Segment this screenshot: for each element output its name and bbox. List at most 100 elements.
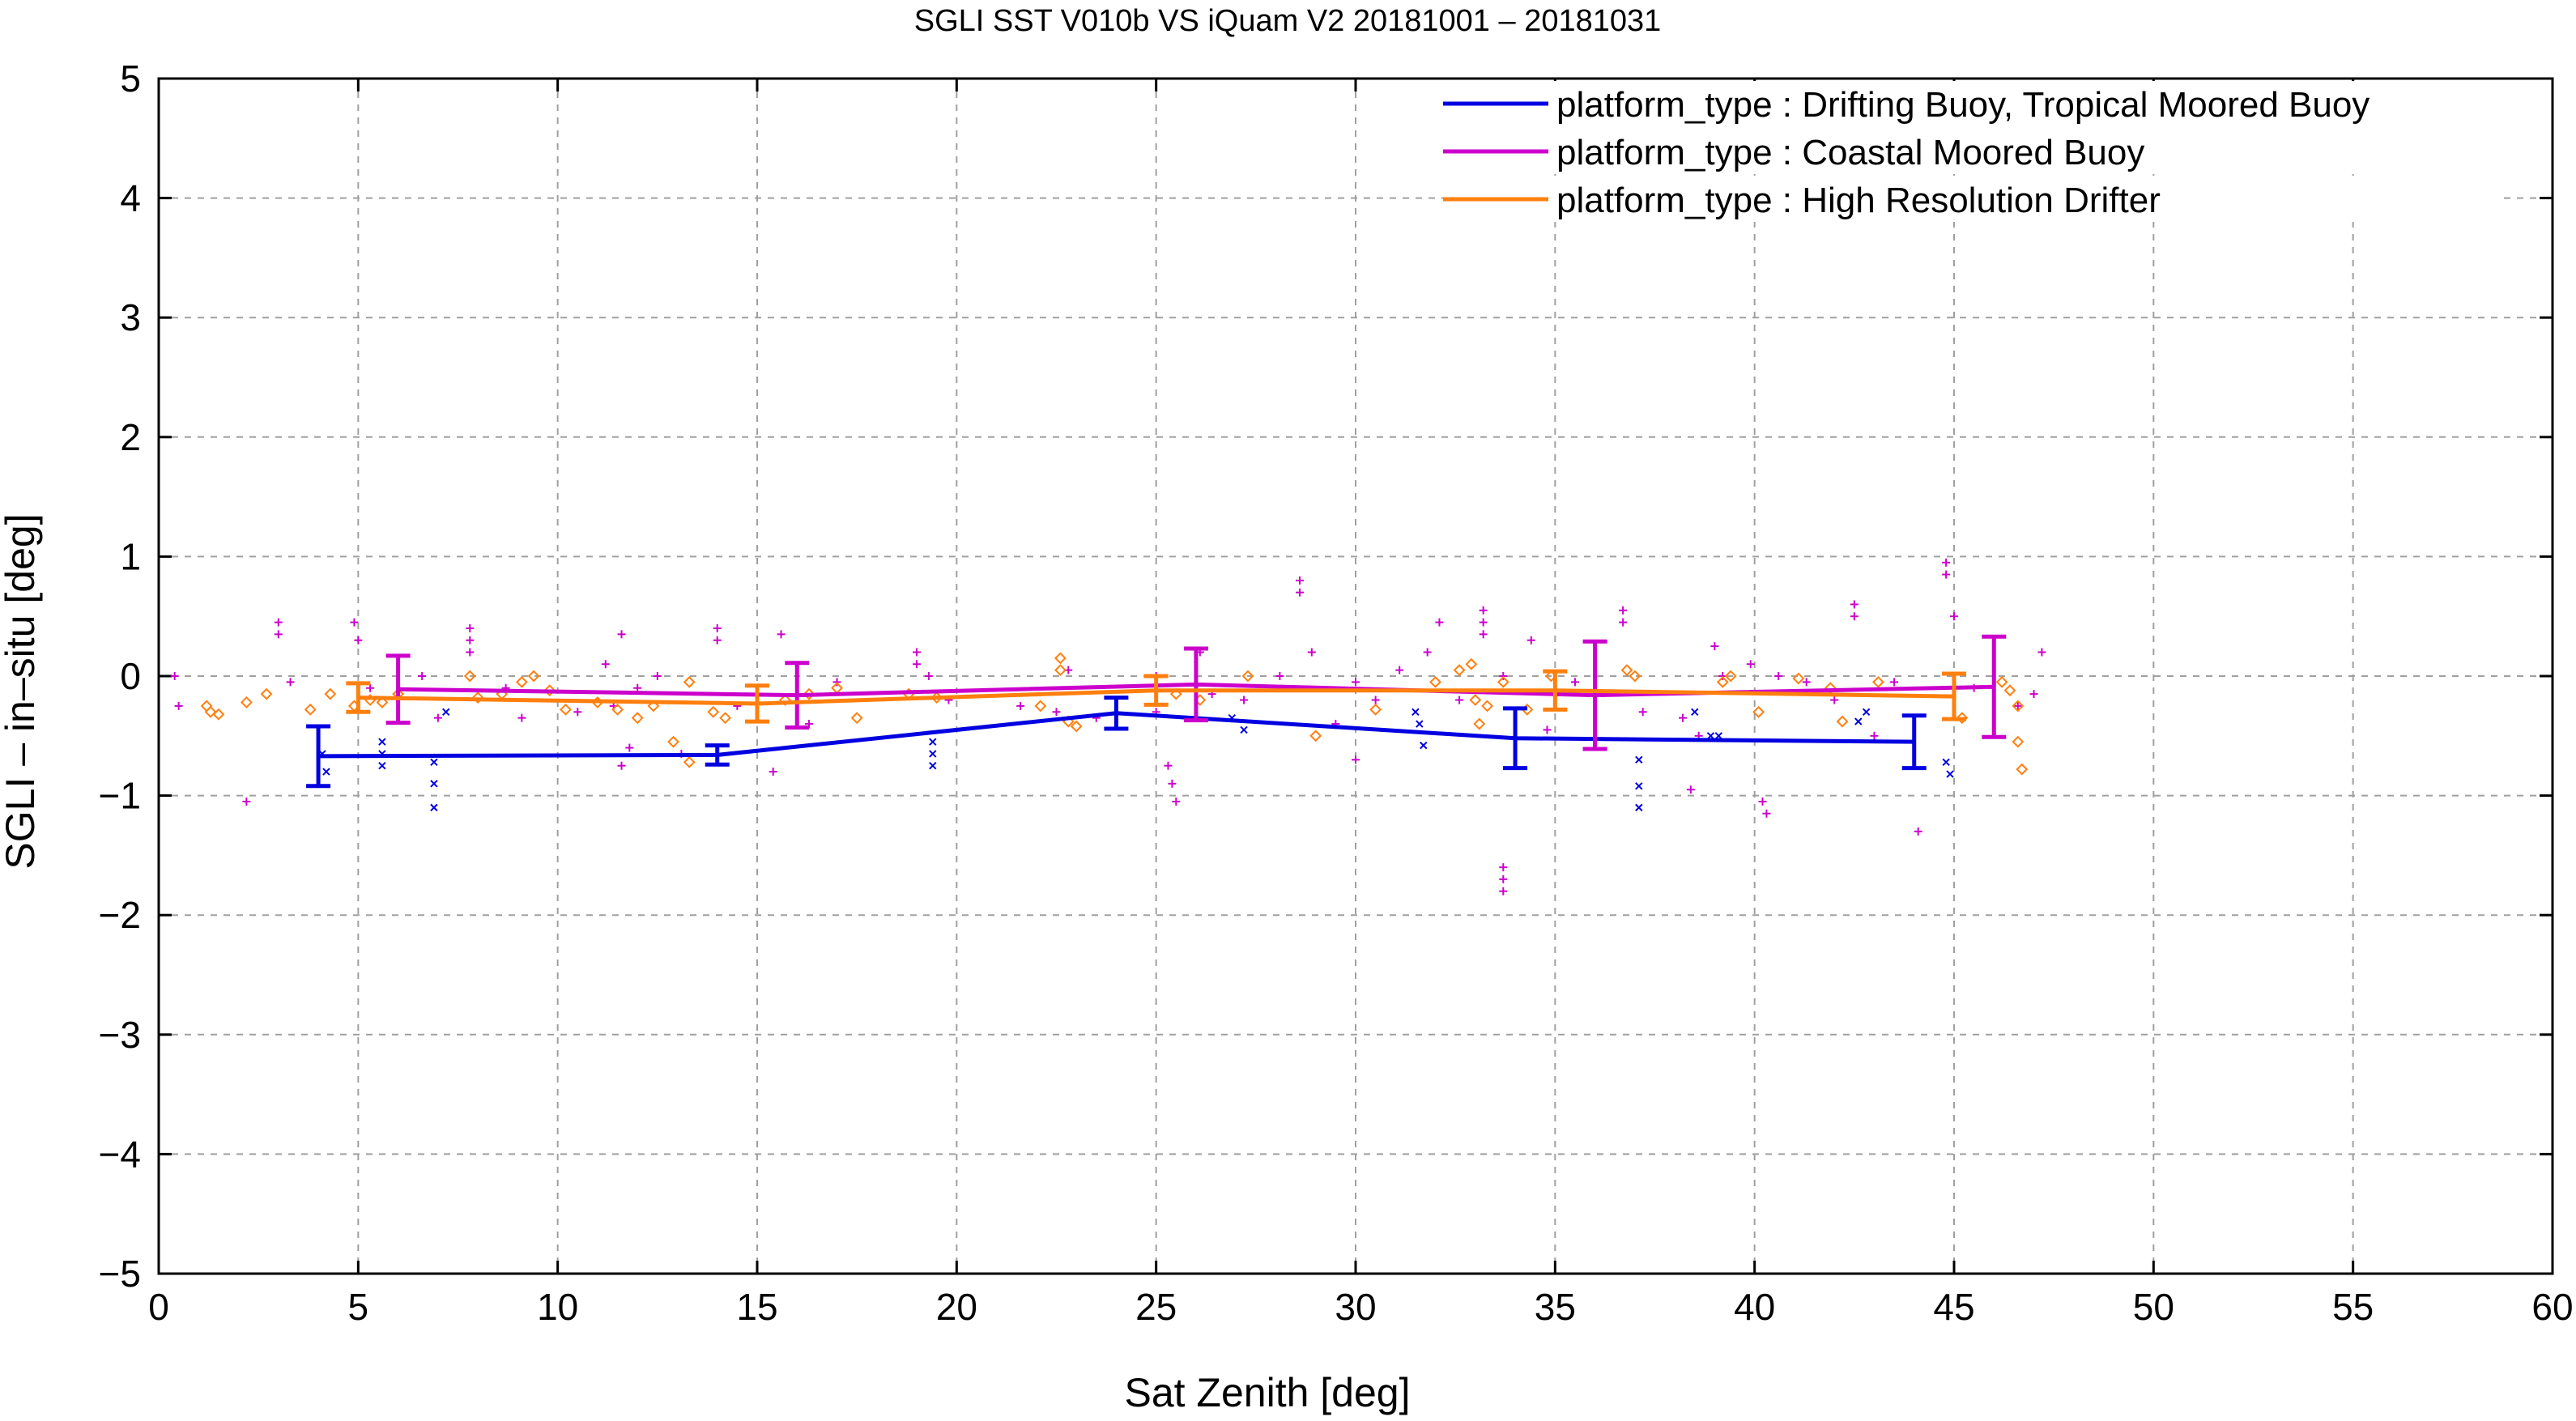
scatter-point bbox=[803, 687, 815, 700]
scatter-point bbox=[850, 712, 863, 725]
scatter-point bbox=[430, 758, 438, 766]
scatter-point bbox=[1241, 670, 1254, 683]
scatter-point bbox=[707, 705, 720, 718]
scatter-point bbox=[1016, 701, 1025, 710]
scatter-point bbox=[366, 683, 375, 692]
scatter-point bbox=[378, 738, 386, 746]
scatter-point bbox=[304, 703, 317, 716]
scatter-point bbox=[1352, 755, 1360, 764]
scatter-point bbox=[1054, 664, 1067, 677]
scatter-point bbox=[1619, 618, 1628, 627]
legend-label: platform_type : Coastal Moored Buoy bbox=[1556, 133, 2144, 172]
scatter-point bbox=[1070, 720, 1083, 733]
scatter-point bbox=[1296, 588, 1305, 597]
scatter-point bbox=[1620, 664, 1633, 677]
scatter-point bbox=[1543, 725, 1552, 734]
scatter-point bbox=[1956, 712, 1969, 725]
x-tick-label: 40 bbox=[1734, 1286, 1775, 1328]
scatter-point bbox=[1836, 715, 1849, 728]
scatter-point bbox=[517, 713, 526, 722]
scatter-point bbox=[433, 713, 442, 722]
error-bar bbox=[346, 681, 371, 714]
x-tick-label: 15 bbox=[736, 1286, 777, 1328]
scatter-point bbox=[1942, 570, 1951, 579]
scatter-point bbox=[2016, 763, 2029, 776]
scatter-point bbox=[2012, 735, 2025, 748]
error-bar bbox=[1543, 669, 1568, 712]
scatter-point bbox=[1034, 700, 1047, 713]
scatter-point bbox=[1638, 708, 1647, 717]
scatter-point bbox=[515, 675, 528, 688]
scatter-point bbox=[260, 687, 273, 700]
scatter-point bbox=[924, 672, 933, 680]
scatter-point bbox=[1172, 797, 1181, 806]
error-bar bbox=[1503, 706, 1528, 771]
error-bar bbox=[785, 661, 810, 730]
scatter-point bbox=[633, 683, 642, 692]
scatter-point bbox=[1746, 660, 1755, 669]
scatter-point bbox=[1465, 657, 1478, 670]
scatter-point bbox=[1678, 713, 1687, 722]
legend-label: platform_type : High Resolution Drifter bbox=[1556, 181, 2161, 220]
scatter-point bbox=[174, 701, 183, 710]
y-tick-label: 1 bbox=[120, 535, 141, 577]
y-tick-label: −3 bbox=[99, 1014, 141, 1056]
x-tick-label: 50 bbox=[2133, 1286, 2174, 1328]
scatter-point bbox=[1275, 672, 1284, 680]
scatter-point bbox=[1296, 576, 1305, 585]
error-bar bbox=[745, 683, 769, 724]
scatter-point bbox=[1946, 770, 1954, 778]
scatter-point bbox=[1758, 797, 1767, 806]
scatter-point bbox=[1942, 558, 1951, 567]
scatter-point bbox=[204, 705, 217, 718]
grid bbox=[159, 79, 2553, 1274]
scatter-point bbox=[1635, 782, 1643, 790]
legend-bg bbox=[1443, 177, 2504, 222]
scatter-point bbox=[463, 670, 476, 683]
scatter-point bbox=[1455, 696, 1464, 704]
scatter-point bbox=[560, 703, 572, 716]
scatter-point bbox=[1714, 732, 1723, 740]
scatter-point bbox=[242, 797, 251, 806]
error-bar bbox=[306, 724, 331, 789]
scatter-point bbox=[1629, 670, 1641, 683]
scatter-point bbox=[1752, 705, 1765, 718]
scatter-point bbox=[1686, 785, 1695, 794]
scatter-point bbox=[1724, 670, 1737, 683]
scatter-point bbox=[543, 684, 556, 697]
scatter-point bbox=[647, 700, 660, 713]
scatter-point bbox=[1371, 696, 1380, 704]
x-tick-label: 45 bbox=[1933, 1286, 1974, 1328]
scatter-point bbox=[653, 672, 662, 680]
scatter-point bbox=[1792, 672, 1805, 685]
scatter-point bbox=[466, 648, 475, 657]
scatter-point bbox=[1850, 612, 1859, 621]
scatter-point bbox=[1830, 696, 1839, 704]
scatter-point bbox=[322, 768, 330, 776]
scatter-point bbox=[2003, 684, 2016, 697]
scatter-point bbox=[170, 672, 179, 680]
scatter-point bbox=[1479, 618, 1488, 627]
scatter-point bbox=[1453, 664, 1466, 677]
error-bar bbox=[705, 743, 730, 767]
y-tick-label: 0 bbox=[120, 655, 141, 697]
scatter-point bbox=[779, 694, 791, 706]
x-tick-label: 0 bbox=[148, 1286, 169, 1328]
scatter-point bbox=[1420, 741, 1428, 750]
scatter-point bbox=[466, 623, 475, 632]
scatter-point bbox=[1395, 666, 1404, 674]
y-tick-label: −1 bbox=[99, 775, 141, 817]
scatter-point bbox=[2037, 648, 2046, 657]
scatter-point bbox=[683, 755, 696, 768]
scatter-point bbox=[601, 660, 610, 669]
scatter-point bbox=[240, 696, 253, 708]
scatter-point bbox=[2012, 700, 2025, 713]
x-tick-label: 25 bbox=[1135, 1286, 1177, 1328]
error-bar bbox=[1104, 696, 1129, 731]
scatter-point bbox=[350, 618, 359, 627]
scatter-point bbox=[442, 708, 450, 716]
y-tick-label: 4 bbox=[120, 177, 141, 219]
scatter-point bbox=[1635, 803, 1643, 812]
legend-label: platform_type : Drifting Buoy, Tropical … bbox=[1556, 85, 2369, 125]
